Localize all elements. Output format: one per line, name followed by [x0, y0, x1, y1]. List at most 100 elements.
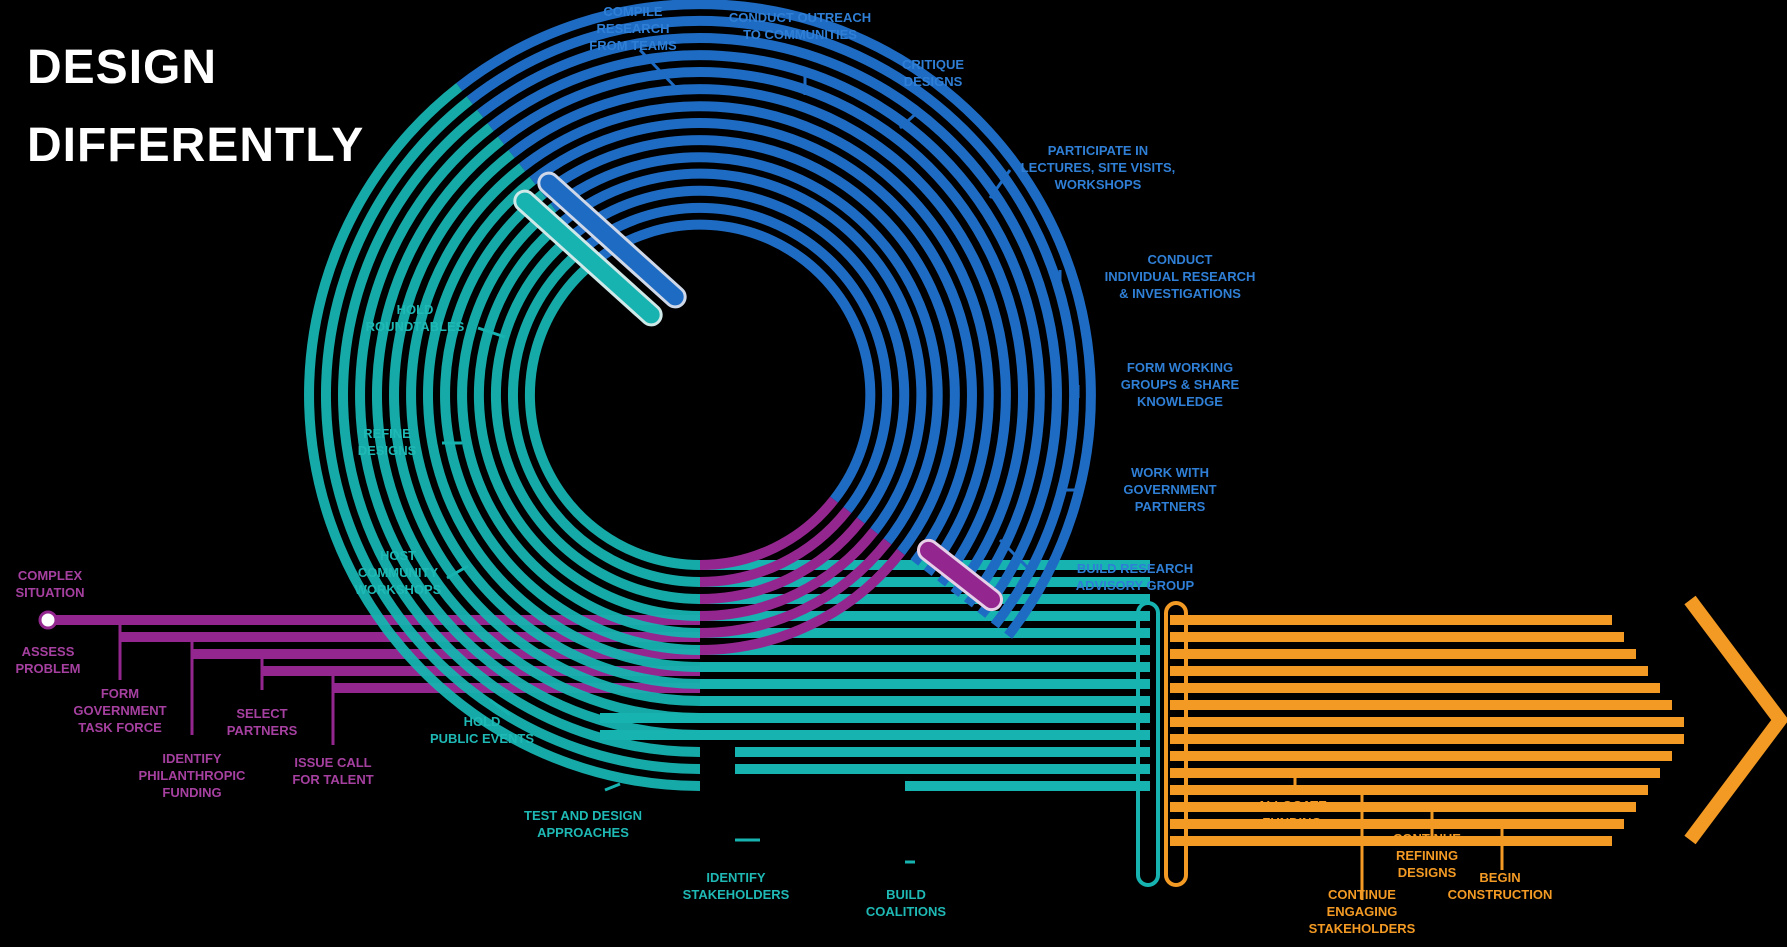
issue-call-label: ISSUE CALL FOR TALENT: [292, 755, 373, 787]
label-line: CRITIQUE: [902, 57, 964, 72]
teal-arc: [406, 163, 701, 689]
label-line: PHILANTHROPIC: [139, 768, 247, 783]
teal-arc: [440, 190, 701, 655]
teal-arc: [473, 216, 701, 621]
label-line: STAKEHOLDERS: [1309, 921, 1416, 936]
label-line: CONDUCT OUTREACH: [729, 10, 871, 25]
blue-arc: [581, 202, 893, 514]
research-loop-blue: [456, 0, 1096, 639]
label-line: CONTINUE: [1393, 831, 1461, 846]
label-line: TASK FORCE: [78, 720, 162, 735]
teal-arc: [524, 257, 701, 570]
label-line: GOVERNMENT: [1123, 482, 1216, 497]
label-line: BUILD RESEARCH: [1077, 561, 1193, 576]
teal-leader-line: [477, 326, 506, 339]
select-partners-label: SELECT PARTNERS: [227, 706, 298, 738]
label-line: CONSTRUCTION: [1448, 887, 1553, 902]
label-leader-lines: [118, 48, 1504, 900]
blue-arc: [571, 185, 910, 524]
label-line: GOVERNMENT: [73, 703, 166, 718]
teal-arc: [389, 149, 701, 706]
magenta-arc: [699, 507, 852, 587]
label-line: REFINE: [363, 426, 411, 441]
label-line: KNOWLEDGE: [1137, 394, 1223, 409]
compile-research-label: COMPILE RESEARCH FROM TEAMS: [589, 4, 677, 53]
label-line: ADVISORY GROUP: [1076, 578, 1195, 593]
continue-refining-label: CONTINUE REFINING DESIGNS: [1393, 831, 1461, 880]
label-line: COMMUNITY: [358, 565, 438, 580]
magenta-arc: [699, 538, 892, 638]
blue-arc: [498, 67, 1028, 597]
label-line: & INVESTIGATIONS: [1119, 286, 1241, 301]
start-node: [38, 610, 58, 630]
participate-lectures-label: PARTICIPATE IN LECTURES, SITE VISITS, WORK…: [1021, 143, 1176, 192]
label-line: FOR TALENT: [292, 772, 373, 787]
label-line: PROBLEM: [16, 661, 81, 676]
label-line: PARTNERS: [1135, 499, 1206, 514]
critique-designs-label: CRITIQUE DESIGNS: [902, 57, 964, 89]
allocate-funding-label: ALLOCATE FUNDING: [1257, 798, 1327, 830]
blue-arc: [592, 219, 876, 503]
label-line: STAKEHOLDERS: [683, 887, 790, 902]
teal-arc: [423, 176, 701, 672]
orange-gate: [1164, 601, 1188, 887]
teal-arc: [372, 136, 701, 723]
label-line: FORM WORKING: [1127, 360, 1233, 375]
magenta-pill-marker: [916, 538, 1004, 612]
blue-arc: [466, 15, 1080, 629]
label-line: ALLOCATE: [1257, 798, 1327, 813]
label-line: PUBLIC EVENTS: [430, 731, 534, 746]
label-line: APPROACHES: [537, 825, 629, 840]
teal-leader-line: [489, 698, 511, 717]
blue-arc: [487, 50, 1045, 608]
label-line: COALITIONS: [866, 904, 946, 919]
blue-leader-line: [638, 48, 680, 92]
teal-arc: [490, 230, 701, 604]
identify-funding-label: IDENTIFY PHILANTHROPIC FUNDING: [139, 751, 247, 800]
build-advisory-label: BUILD RESEARCH ADVISORY GROUP: [1076, 561, 1195, 593]
blue-arc: [477, 33, 1062, 618]
continue-engaging-label: CONTINUE ENGAGING STAKEHOLDERS: [1309, 887, 1416, 936]
teal-leader-line: [446, 564, 469, 580]
hold-public-events-label: HOLD PUBLIC EVENTS: [430, 714, 534, 746]
blue-arc: [539, 135, 960, 556]
assess-problem-label: ASSESS PROBLEM: [16, 644, 81, 676]
refine-designs-label: REFINE DESIGNS: [358, 426, 417, 458]
title-line-design: DESIGN: [27, 41, 218, 94]
label-line: FUNDING: [162, 785, 221, 800]
label-line: INDIVIDUAL RESEARCH: [1105, 269, 1256, 284]
teal-gate: [1136, 601, 1160, 887]
label-line: PARTICIPATE IN: [1048, 143, 1148, 158]
label-line: IDENTIFY: [162, 751, 222, 766]
label-line: SITUATION: [15, 585, 84, 600]
label-line: ROUNDTABLES: [366, 319, 465, 334]
blue-arc: [550, 152, 943, 545]
label-line: BUILD: [886, 887, 926, 902]
blue-leader-line: [998, 538, 1032, 572]
teal-arc: [320, 96, 701, 774]
label-line: COMPLEX: [18, 568, 83, 583]
label-line: FORM: [101, 686, 139, 701]
label-line: RESEARCH: [597, 21, 670, 36]
host-workshops-label: HOST COMMUNITY WORKSHOPS: [355, 548, 442, 597]
label-line: HOLD: [464, 714, 501, 729]
label-line: REFINING: [1396, 848, 1458, 863]
teal-arc: [507, 243, 701, 587]
label-line: DESIGNS: [1398, 865, 1457, 880]
label-line: DESIGNS: [904, 74, 963, 89]
label-line: CONTINUE: [1328, 887, 1396, 902]
blue-arc: [456, 0, 1096, 639]
label-line: FUNDING: [1262, 815, 1321, 830]
label-line: IDENTIFY: [706, 870, 766, 885]
teal-arc: [338, 109, 701, 757]
label-line: SELECT: [236, 706, 287, 721]
blue-leader-line: [898, 108, 922, 130]
build-coalitions-label: BUILD COALITIONS: [866, 887, 946, 919]
teal-pill-marker: [513, 189, 663, 327]
label-line: PARTNERS: [227, 723, 298, 738]
label-line: ASSESS: [22, 644, 75, 659]
hold-roundtables-label: HOLD ROUNDTABLES: [366, 302, 465, 334]
teal-arc: [457, 203, 701, 638]
complex-situation-label: COMPLEX SITUATION: [15, 568, 84, 600]
